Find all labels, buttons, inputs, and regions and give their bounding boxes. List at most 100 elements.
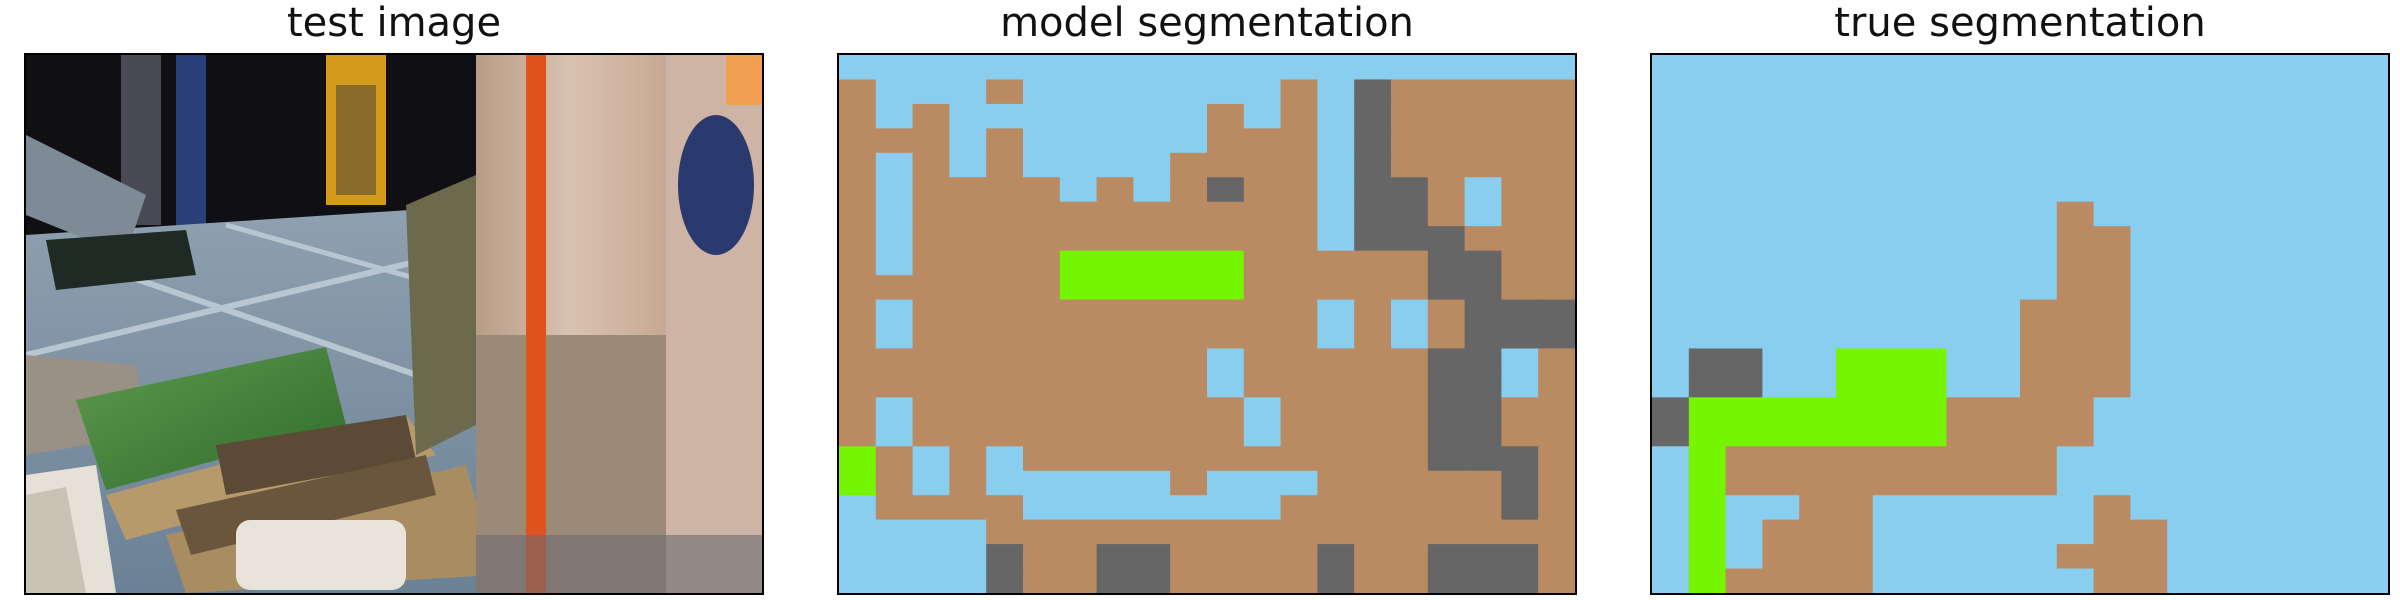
model-cell-soil bbox=[875, 470, 914, 496]
model-cell-sky bbox=[1096, 470, 1134, 496]
truth-cell-grass bbox=[1836, 372, 1874, 398]
model-cell-sky bbox=[949, 55, 987, 81]
truth-cell-soil bbox=[1762, 470, 1800, 496]
truth-cell-sky bbox=[2020, 201, 2058, 227]
truth-cell-sky bbox=[2351, 421, 2388, 447]
model-cell-soil bbox=[1059, 348, 1098, 374]
truth-cell-sky bbox=[2020, 55, 2058, 81]
model-cell-soil bbox=[1096, 324, 1134, 350]
model-cell-sky bbox=[986, 446, 1024, 472]
truth-cell-sky bbox=[1652, 55, 1690, 81]
photo-orange-edge bbox=[526, 55, 546, 593]
model-cell-soil bbox=[1501, 250, 1539, 276]
model-cell-sky bbox=[875, 201, 914, 227]
test-image-title: test image bbox=[286, 0, 502, 46]
truth-cell-sky bbox=[1872, 226, 1911, 252]
truth-cell-sky bbox=[1836, 275, 1874, 301]
truth-cell-sky bbox=[1983, 519, 2021, 545]
truth-cell-sky bbox=[2314, 152, 2352, 178]
model-cell-soil bbox=[949, 495, 987, 521]
truth-cell-sky bbox=[2020, 152, 2058, 178]
model-cell-soil bbox=[875, 495, 914, 521]
model-cell-soil bbox=[1243, 568, 1282, 593]
model-cell-soil bbox=[1170, 152, 1208, 178]
truth-cell-sky bbox=[2351, 250, 2388, 276]
model-cell-rock bbox=[1427, 250, 1466, 276]
true-segmentation-map bbox=[1652, 55, 2388, 593]
truth-cell-sky bbox=[2351, 568, 2388, 593]
model-cell-sky bbox=[1317, 55, 1355, 81]
model-cell-soil bbox=[1023, 348, 1061, 374]
truth-cell-sky bbox=[1799, 79, 1837, 105]
truth-cell-sky bbox=[1836, 299, 1874, 325]
model-cell-sky bbox=[1133, 79, 1171, 105]
truth-cell-sky bbox=[1909, 79, 1947, 105]
truth-cell-grass bbox=[1909, 397, 1947, 423]
truth-cell-sky bbox=[2240, 470, 2279, 496]
model-cell-soil bbox=[1391, 446, 1429, 472]
truth-cell-grass bbox=[1872, 397, 1911, 423]
truth-cell-sky bbox=[2204, 568, 2242, 593]
truth-cell-sky bbox=[2167, 275, 2205, 301]
truth-cell-sky bbox=[2167, 324, 2205, 350]
truth-cell-soil bbox=[2056, 348, 2095, 374]
truth-cell-sky bbox=[2167, 250, 2205, 276]
model-cell-soil bbox=[1538, 519, 1575, 545]
truth-cell-sky bbox=[1983, 324, 2021, 350]
truth-cell-sky bbox=[1725, 299, 1763, 325]
truth-cell-sky bbox=[2240, 519, 2279, 545]
model-cell-rock bbox=[1096, 544, 1134, 570]
model-cell-sky bbox=[1317, 324, 1355, 350]
truth-cell-sky bbox=[2130, 103, 2168, 129]
truth-cell-sky bbox=[1983, 568, 2021, 593]
model-cell-sky bbox=[1280, 55, 1318, 81]
model-cell-sky bbox=[1207, 348, 1245, 374]
model-cell-sky bbox=[1170, 128, 1208, 154]
model-cell-sky bbox=[875, 226, 914, 252]
truth-cell-sky bbox=[2020, 250, 2058, 276]
truth-cell-grass bbox=[1836, 421, 1874, 447]
truth-cell-sky bbox=[2277, 79, 2315, 105]
truth-cell-soil bbox=[2093, 544, 2131, 570]
model-cell-soil bbox=[1317, 397, 1355, 423]
truth-cell-sky bbox=[1688, 324, 1727, 350]
model-cell-rock bbox=[1133, 568, 1171, 593]
model-cell-soil bbox=[1501, 152, 1539, 178]
truth-cell-sky bbox=[1872, 55, 1911, 81]
truth-cell-sky bbox=[1909, 544, 1947, 570]
model-cell-soil bbox=[1207, 324, 1245, 350]
model-cell-sky bbox=[1133, 128, 1171, 154]
model-cell-soil bbox=[986, 299, 1024, 325]
model-cell-soil bbox=[1538, 470, 1575, 496]
true-segmentation-title: true segmentation bbox=[1834, 0, 2206, 46]
truth-cell-sky bbox=[1652, 152, 1690, 178]
truth-cell-sky bbox=[1762, 275, 1800, 301]
model-cell-soil bbox=[1023, 250, 1061, 276]
model-cell-soil bbox=[1207, 128, 1245, 154]
model-cell-soil bbox=[1059, 201, 1098, 227]
model-cell-soil bbox=[912, 348, 950, 374]
truth-cell-sky bbox=[1799, 128, 1837, 154]
truth-cell-sky bbox=[2277, 299, 2315, 325]
truth-cell-sky bbox=[2020, 544, 2058, 570]
truth-cell-sky bbox=[2351, 226, 2388, 252]
model-cell-rock bbox=[1464, 348, 1502, 374]
truth-cell-sky bbox=[2020, 568, 2058, 593]
model-cell-soil bbox=[1464, 226, 1502, 252]
truth-cell-sky bbox=[1762, 79, 1800, 105]
model-cell-soil bbox=[1391, 128, 1429, 154]
model-cell-soil bbox=[1317, 348, 1355, 374]
truth-cell-sky bbox=[2204, 177, 2242, 203]
model-cell-rock bbox=[1501, 544, 1539, 570]
model-cell-soil bbox=[839, 324, 877, 350]
truth-cell-sky bbox=[2277, 446, 2315, 472]
truth-cell-sky bbox=[1983, 128, 2021, 154]
model-cell-rock bbox=[1501, 446, 1539, 472]
model-cell-soil bbox=[1354, 519, 1392, 545]
model-cell-rock bbox=[1501, 299, 1539, 325]
model-cell-soil bbox=[1538, 568, 1575, 593]
truth-cell-sky bbox=[2314, 397, 2352, 423]
truth-cell-sky bbox=[2130, 128, 2168, 154]
truth-cell-soil bbox=[2130, 519, 2168, 545]
model-cell-sky bbox=[1391, 55, 1429, 81]
